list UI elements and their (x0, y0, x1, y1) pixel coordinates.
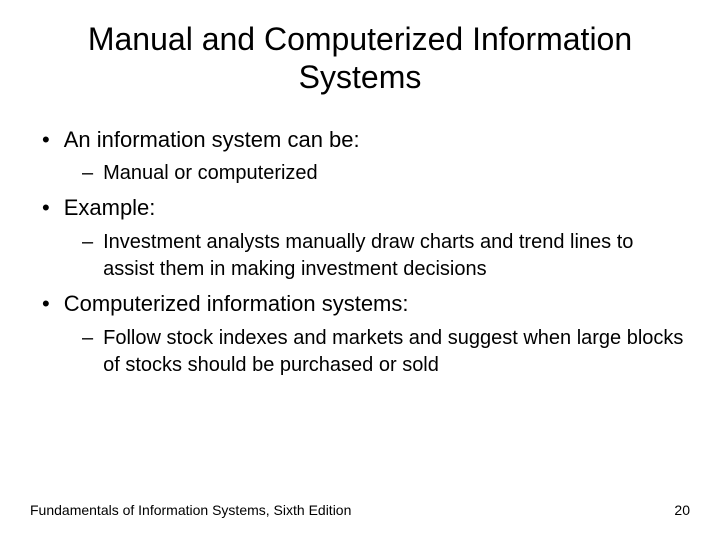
bullet-text: Investment analysts manually draw charts… (103, 229, 690, 283)
bullet-level2: – Follow stock indexes and markets and s… (82, 325, 690, 379)
bullet-text: Follow stock indexes and markets and sug… (103, 325, 690, 379)
page-number: 20 (674, 502, 690, 518)
footer-text: Fundamentals of Information Systems, Six… (30, 502, 351, 518)
dash-marker-icon: – (82, 325, 93, 352)
bullet-marker-icon: • (42, 125, 50, 155)
bullet-level1: • Example: (42, 193, 690, 223)
bullet-level1: • An information system can be: (42, 125, 690, 155)
bullet-level1: • Computerized information systems: (42, 289, 690, 319)
slide-content: • An information system can be: – Manual… (30, 125, 690, 379)
bullet-text: Computerized information systems: (64, 289, 409, 319)
bullet-text: Manual or computerized (103, 160, 318, 187)
slide-footer: Fundamentals of Information Systems, Six… (30, 502, 690, 518)
bullet-level2: – Manual or computerized (82, 160, 690, 187)
bullet-text: Example: (64, 193, 156, 223)
slide-title: Manual and Computerized Information Syst… (30, 20, 690, 97)
bullet-marker-icon: • (42, 289, 50, 319)
bullet-text: An information system can be: (64, 125, 360, 155)
dash-marker-icon: – (82, 229, 93, 256)
bullet-marker-icon: • (42, 193, 50, 223)
dash-marker-icon: – (82, 160, 93, 187)
bullet-level2: – Investment analysts manually draw char… (82, 229, 690, 283)
